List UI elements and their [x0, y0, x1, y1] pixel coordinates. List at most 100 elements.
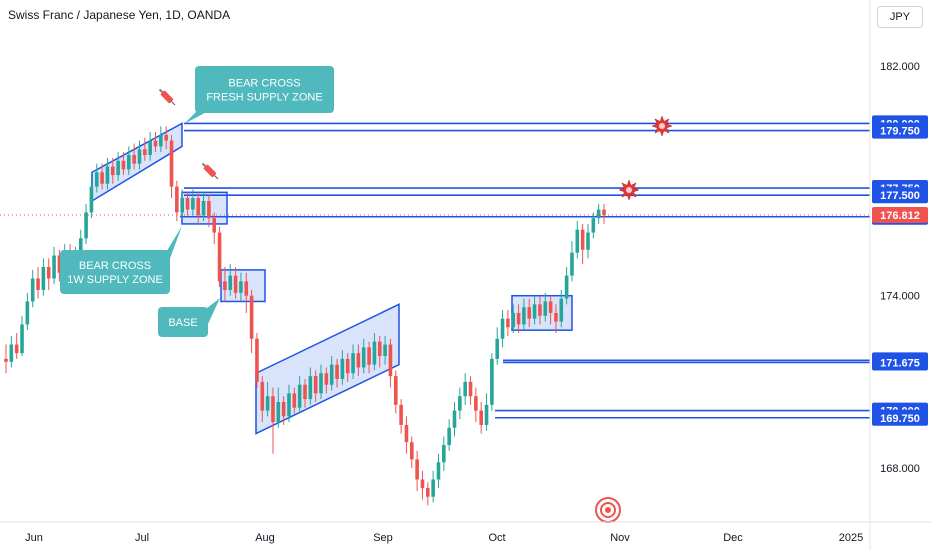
candle	[260, 376, 265, 423]
callout-fresh-supply-box	[195, 66, 334, 113]
candle	[596, 203, 601, 224]
callout-1w-supply-text: BEAR CROSS	[79, 260, 151, 272]
price-tick-label: 168.000	[880, 463, 920, 475]
candle	[94, 163, 99, 193]
candle-body	[223, 281, 227, 290]
candle	[132, 143, 136, 170]
candle-body	[265, 396, 270, 411]
candle	[447, 419, 451, 451]
candle-body	[110, 166, 115, 176]
price-tag: 169.750	[872, 409, 928, 426]
candle	[303, 378, 307, 408]
candle-body	[463, 381, 467, 397]
candle	[313, 370, 318, 402]
candle-body	[297, 384, 302, 408]
candle	[169, 134, 174, 199]
candle	[458, 387, 462, 420]
candle	[415, 450, 419, 491]
candle	[426, 482, 430, 506]
currency-button[interactable]: JPY	[877, 6, 923, 28]
candle	[297, 376, 302, 414]
candle	[287, 384, 291, 423]
candle	[196, 192, 201, 224]
candle-body	[239, 281, 243, 293]
price-tag-bg	[872, 409, 928, 426]
explosion-star-icon-core	[659, 123, 665, 129]
candle-body	[474, 396, 478, 411]
base-box	[220, 269, 266, 303]
candle	[602, 203, 606, 224]
candle	[244, 272, 249, 313]
candle	[409, 436, 414, 468]
candle-body	[271, 396, 275, 423]
candle	[543, 292, 548, 322]
candle-body	[393, 376, 398, 405]
candle	[431, 470, 435, 503]
candle	[137, 140, 142, 170]
syringe-plunger	[201, 162, 207, 168]
candle-body	[602, 209, 606, 216]
candle	[223, 267, 227, 302]
candle-body	[468, 381, 473, 397]
candle	[191, 189, 195, 216]
candle-body	[175, 186, 179, 213]
candle-body	[367, 347, 371, 365]
candle-body	[591, 218, 596, 233]
candle	[442, 436, 446, 471]
candle-body	[41, 267, 46, 290]
candle-body	[559, 298, 564, 322]
candle-body	[490, 358, 494, 405]
candle	[356, 344, 361, 377]
candle-body	[287, 393, 291, 417]
candle	[52, 246, 56, 285]
candle-body	[361, 347, 366, 368]
candle-body	[148, 140, 152, 156]
candle	[127, 146, 131, 176]
candle	[383, 335, 387, 365]
candle	[367, 341, 371, 374]
candle	[30, 269, 35, 308]
candle	[495, 327, 500, 365]
candle	[233, 267, 238, 299]
candle-body	[303, 384, 307, 400]
candle	[335, 358, 339, 388]
candle	[511, 304, 516, 334]
candle	[14, 333, 19, 359]
candle-body	[207, 200, 211, 219]
candle	[479, 401, 483, 434]
replay-ring-inner	[600, 502, 616, 518]
candle	[474, 387, 478, 423]
candle-body	[538, 304, 542, 316]
candle	[522, 298, 526, 331]
candle-body	[404, 424, 409, 443]
callout-1w-supply-box	[60, 250, 170, 294]
candle-body	[4, 358, 8, 362]
candle	[20, 315, 24, 357]
candle	[393, 370, 398, 414]
candle	[527, 298, 532, 328]
candle	[292, 387, 297, 414]
candle	[116, 152, 120, 181]
candle-body	[351, 353, 355, 374]
syringe-icon	[158, 88, 176, 106]
candle	[281, 396, 286, 425]
candle	[201, 192, 206, 222]
candle-body	[554, 312, 558, 322]
candle-body	[9, 344, 14, 362]
candle	[265, 381, 270, 417]
callout-1w-supply-text: 1W SUPPLY ZONE	[67, 274, 163, 286]
price-axis: 182.000174.000168.000180.000179.750177.7…	[869, 0, 928, 550]
candle-body	[447, 427, 451, 446]
candle-body	[329, 364, 334, 385]
price-tag-bg	[872, 122, 928, 139]
candle-body	[14, 344, 19, 354]
candle	[175, 180, 179, 222]
candle	[436, 453, 441, 489]
candle-body	[484, 404, 489, 425]
callout-fresh-supply: BEAR CROSS FRESH SUPPLY ZONE	[184, 66, 334, 124]
candle-body	[94, 172, 99, 187]
candle-body	[383, 344, 387, 357]
rising-channel-aug	[255, 303, 400, 435]
candle-body	[586, 232, 590, 250]
